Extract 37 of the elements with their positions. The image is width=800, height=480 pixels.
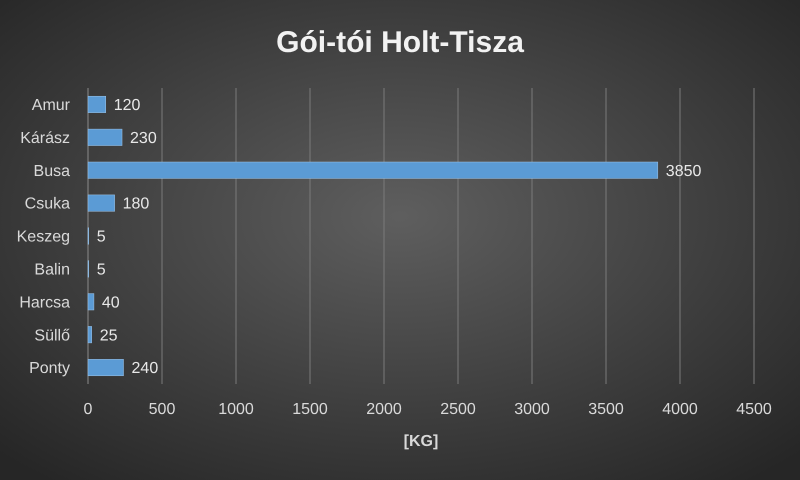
y-tick-label: Harcsa [19,294,70,312]
bar [88,194,115,212]
data-label: 180 [122,196,150,213]
x-tick-label: 3500 [588,401,624,418]
x-tick-label: 4500 [736,401,772,418]
x-tick-label: 1500 [292,401,328,418]
bar [88,293,94,310]
x-axis-title: [KG] [404,433,438,450]
data-label: 3850 [666,162,702,180]
y-tick-label: Balin [34,261,70,278]
data-label: 240 [132,360,158,378]
data-label: 5 [96,261,106,278]
x-tick-label: 2000 [366,401,402,418]
x-tick-label: 3000 [514,401,550,418]
data-label: 5 [96,228,106,246]
x-tick-label: 4000 [662,401,698,418]
y-tick-label: Keszeg [16,228,70,246]
bar [88,128,122,146]
bar [88,359,124,376]
data-label: 40 [102,294,120,312]
y-tick-label: Csuka [24,196,70,213]
bar [88,96,106,113]
x-tick-label: 1000 [218,401,254,418]
x-tick-label: 500 [148,401,176,418]
y-tick-label: Süllő [34,327,70,344]
data-label: 25 [100,327,118,344]
y-tick-label: Kárász [20,130,70,147]
x-tick-label: 2500 [440,401,476,418]
data-label: 120 [114,97,141,114]
x-tick-label: 0 [84,401,93,418]
data-label: 230 [130,130,157,147]
bar [88,326,92,344]
y-tick-label: Amur [32,97,71,114]
y-tick-label: Busa [34,162,70,180]
y-tick-label: Ponty [29,360,70,378]
chart-title: Gói-tói Holt-Tisza [276,26,524,59]
bar [88,162,658,179]
